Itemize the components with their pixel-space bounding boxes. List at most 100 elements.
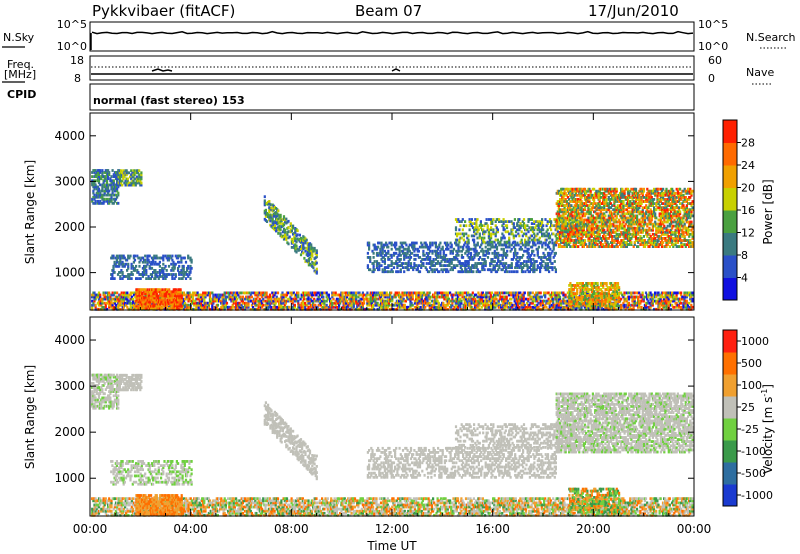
power-echo-cell (100, 175, 103, 178)
power-echo-cell (587, 206, 590, 210)
power-echo-cell (591, 230, 594, 234)
cpid-label: CPID (7, 88, 36, 101)
power-echo-cell (541, 226, 544, 230)
power-echo-cell (559, 245, 562, 248)
power-echo-cell (140, 175, 143, 179)
power-echo-cell (134, 171, 137, 175)
power-echo-cell (559, 243, 562, 246)
power-echo-cell (490, 240, 493, 244)
power-echo-cell (372, 264, 375, 267)
power-echo-cell (156, 271, 159, 274)
power-echo-cell (563, 235, 566, 238)
power-echo-cell (544, 247, 547, 251)
power-echo-cell (545, 224, 548, 228)
power-echo-cell (533, 266, 536, 269)
power-echo-cell (441, 270, 444, 274)
power-echo-cell (368, 241, 371, 245)
power-echo-cell (116, 173, 119, 176)
power-echo-cell (581, 226, 584, 230)
power-echo-cell (642, 187, 645, 191)
power-echo-cell (588, 200, 591, 203)
power-echo-cell (302, 251, 305, 255)
power-echo-cell (574, 243, 577, 246)
power-echo-cell (475, 220, 478, 223)
power-echo-cell (491, 243, 494, 247)
power-echo-cell (134, 177, 137, 181)
power-echo-cell (591, 214, 594, 218)
power-echo-cell (121, 183, 124, 187)
power-echo-cell (104, 189, 107, 193)
power-echo-cell (377, 253, 380, 257)
power-echo-cell (588, 224, 591, 228)
power-echo-cell (93, 171, 96, 174)
power-echo-cell (386, 243, 389, 247)
power-echo-cell (470, 218, 473, 221)
power-echo-cell (117, 175, 120, 179)
power-echo-cell (586, 245, 589, 248)
power-echo-cell (578, 230, 581, 234)
power-echo-cell (129, 254, 132, 258)
power-echo-cell (585, 204, 588, 207)
power-echo-cell (277, 217, 280, 221)
power-echo-cell (549, 247, 552, 251)
power-echo-cell (216, 303, 219, 307)
power-echo-cell (311, 254, 314, 258)
power-echo-cell (454, 258, 457, 261)
power-echo-cell (431, 241, 434, 245)
power-echo-cell (101, 195, 104, 199)
power-echo-cell (588, 208, 591, 212)
power-echo-cell (108, 171, 111, 174)
power-echo-cell (144, 254, 147, 258)
power-echo-cell (476, 268, 479, 272)
power-echo-cell (485, 251, 488, 255)
power-echo-cell (578, 214, 581, 218)
power-echo-cell (396, 247, 399, 251)
power-echo-cell (533, 220, 536, 223)
power-echo-cell (588, 210, 591, 214)
power-echo-cell (568, 239, 571, 242)
power-echo-cell (555, 226, 558, 230)
power-echo-cell (94, 179, 97, 183)
power-echo-cell (92, 189, 95, 193)
power-echo-cell (422, 262, 425, 265)
power-echo-cell (572, 224, 575, 228)
power-echo-cell (125, 181, 128, 185)
power-echo-cell (508, 220, 511, 223)
power-echo-cell (595, 208, 598, 212)
power-echo-cell (559, 226, 562, 230)
power-echo-cell (446, 258, 449, 261)
power-echo-cell (587, 189, 590, 193)
power-echo-cell (454, 228, 458, 232)
power-echo-cell (107, 169, 110, 172)
power-echo-cell (473, 240, 476, 244)
power-echo-cell (407, 268, 410, 272)
power-echo-cell (571, 210, 574, 214)
power-echo-cell (550, 220, 553, 223)
power-echo-cell (475, 222, 478, 225)
power-echo-cell (525, 243, 528, 247)
power-echo-cell (426, 256, 430, 259)
power-echo-cell (462, 256, 465, 259)
power-echo-cell (116, 171, 119, 174)
power-echo-cell (422, 253, 425, 257)
power-echo-cell (294, 233, 297, 236)
power-echo-cell (536, 253, 539, 257)
power-echo-cell (474, 247, 477, 251)
power-echo-cell (594, 230, 597, 234)
power-echo-cell (467, 270, 470, 274)
power-echo-cell (273, 212, 276, 215)
power-echo-cell (544, 256, 547, 259)
power-echo-cell (578, 220, 581, 223)
power-echo-cell (401, 249, 405, 253)
power-echo-cell (471, 222, 475, 225)
power-echo-cell (589, 218, 592, 222)
power-echo-cell (469, 247, 473, 251)
power-echo-cell (154, 269, 157, 272)
power-echo-cell (387, 251, 390, 255)
power-echo-cell (555, 241, 558, 244)
power-echo-cell (268, 293, 272, 297)
power-echo-cell (130, 181, 133, 185)
power-echo-cell (613, 245, 616, 248)
power-echo-cell (555, 228, 558, 232)
power-echo-cell (130, 183, 133, 187)
